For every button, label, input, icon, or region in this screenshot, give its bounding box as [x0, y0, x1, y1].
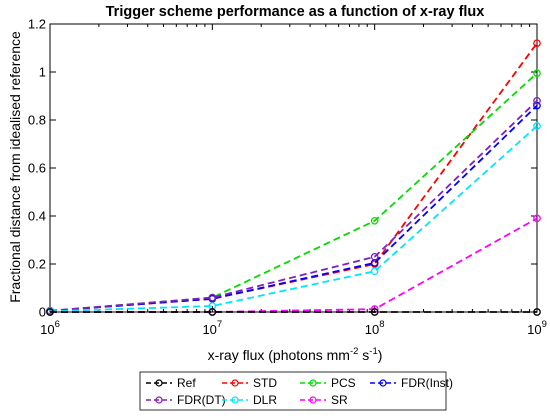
series-point-ref	[208, 308, 217, 316]
x-tick-label-2: 108	[365, 319, 385, 337]
legend-label: Ref	[177, 376, 196, 390]
x-axis-label-base: x-ray flux (photons mm	[208, 347, 350, 363]
y-tick-label-3: 0.6	[28, 161, 46, 176]
x-tick-label-base: 10	[365, 322, 379, 337]
series-point-fdr-dt	[370, 252, 379, 261]
x-axis-label-sup1: -2	[350, 346, 358, 357]
legend-box	[139, 371, 447, 411]
series-point-dlr	[370, 267, 379, 276]
legend-label: STD	[253, 376, 277, 390]
x-axis-label-sup2: -1	[369, 346, 377, 357]
series-point-fdr-dt	[208, 293, 217, 302]
x-tick-label-0: 106	[40, 319, 60, 337]
legend-swatch-marker	[155, 396, 163, 404]
legend-item-sr: SR	[300, 393, 348, 407]
legend-label: FDR(Inst)	[401, 376, 453, 390]
series-point-std	[533, 39, 541, 48]
x-tick-label-exp: 6	[55, 319, 60, 330]
legend-swatch-marker	[231, 396, 239, 404]
y-tick-label-0: 0	[39, 305, 46, 320]
series-point-ref	[533, 308, 541, 316]
legend-item-fdr-inst: FDR(Inst)	[370, 376, 453, 390]
plot-frame	[49, 23, 538, 313]
y-tick-label-5: 1	[39, 65, 46, 80]
x-tick-label-3: 109	[527, 319, 547, 337]
series-line-fdr-dt	[49, 100, 538, 312]
plot-area	[49, 23, 538, 313]
x-tick-label-exp: 7	[217, 319, 222, 330]
y-axis-label: Fractional distance from idealised refer…	[7, 31, 23, 303]
legend-item-std: STD	[222, 376, 277, 390]
series-layer	[46, 39, 541, 316]
y-tick-label-1: 0.2	[28, 257, 46, 272]
x-tick-label-base: 10	[202, 322, 216, 337]
x-tick-label-1: 107	[202, 319, 222, 337]
series-line-dlr	[49, 125, 538, 313]
y-tick-label-2: 0.4	[28, 209, 46, 224]
legend-swatch-marker	[379, 379, 387, 387]
x-tick-label-exp: 8	[379, 319, 384, 330]
series-point-sr	[533, 214, 541, 223]
series-point-ref	[46, 308, 54, 316]
legend-swatch-marker	[231, 379, 239, 387]
series-point-pcs	[370, 216, 379, 225]
legend-swatch-marker	[309, 396, 317, 404]
series-line-sr	[50, 217, 538, 313]
legend-item-ref: Ref	[146, 376, 196, 390]
x-axis-label-mid: s	[358, 347, 369, 363]
legend-label: SR	[331, 393, 348, 407]
x-tick-label-exp: 9	[542, 319, 547, 330]
chart-title: Trigger scheme performance as a function…	[106, 4, 485, 20]
legend-swatch-marker	[309, 379, 317, 387]
series-point-dlr	[533, 122, 541, 130]
x-tick-label-base: 10	[40, 322, 54, 337]
series-point-ref	[370, 308, 379, 316]
series-point-fdr-dt	[533, 96, 541, 105]
series-point-pcs	[533, 69, 541, 78]
x-axis-label: x-ray flux (photons mm-2 s-1)	[208, 346, 383, 363]
y-axis: 0 0.2 0.4 0.6 0.8 1 1.2	[28, 17, 537, 320]
x-axis: 106 107 108 109	[40, 24, 547, 337]
series-line-fdr-inst	[49, 104, 538, 312]
legend-item-fdr-dt: FDR(DT)	[146, 393, 226, 407]
series-line-pcs	[49, 72, 538, 312]
y-tick-label-4: 0.8	[28, 113, 46, 128]
legend-swatch-marker	[155, 379, 163, 387]
x-axis-label-end: )	[378, 347, 383, 363]
legend-label: DLR	[253, 393, 277, 407]
legend-label: FDR(DT)	[177, 393, 226, 407]
legend: Ref STD PCS FDR(Inst) FDR(DT) DLR SR	[139, 371, 453, 411]
legend-label: PCS	[331, 376, 356, 390]
y-tick-label-6: 1.2	[28, 17, 46, 32]
legend-item-pcs: PCS	[300, 376, 356, 390]
series-point-fdr-inst	[533, 101, 541, 110]
legend-item-dlr: DLR	[222, 393, 277, 407]
x-tick-label-base: 10	[527, 322, 541, 337]
